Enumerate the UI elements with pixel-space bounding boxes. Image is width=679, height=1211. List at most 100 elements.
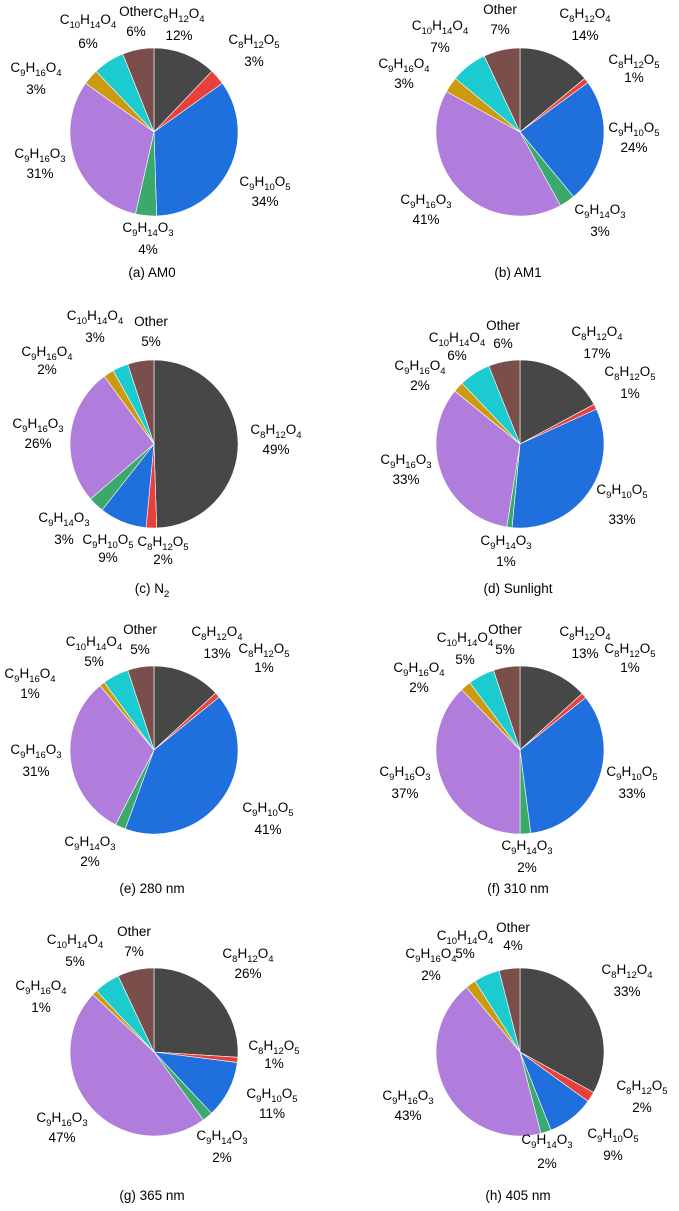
slice-percent-label: 5% — [84, 654, 104, 669]
slice-percent-label: 3% — [590, 224, 610, 239]
slice-percent-label: 1% — [20, 686, 40, 701]
pie-chart: C8H12O4 33% C8H12O5 2% C9H10O5 9% C9H14O3 2% C9H… — [382, 920, 667, 1203]
slice-percent-label: 2% — [410, 378, 430, 393]
slice-name-label: C10H14O4 — [60, 12, 116, 31]
slice-name-label: C9H14O3 — [122, 220, 173, 239]
slice-percent-label: 9% — [603, 1148, 623, 1163]
slice-name-label: Other — [134, 314, 168, 329]
slice-percent-label: 6% — [447, 348, 467, 363]
slice-percent-label: 17% — [583, 346, 610, 361]
slice-percent-label: 7% — [430, 40, 450, 55]
slice-percent-label: 41% — [412, 212, 439, 227]
pie-slice-c9h16o3 — [435, 689, 521, 835]
pie-slice-c9h16o3 — [435, 390, 521, 528]
slice-percent-label: 37% — [391, 786, 418, 801]
slice-name-label: C9H16O3 — [382, 1088, 433, 1107]
chart-caption: (g) 365 nm — [119, 1188, 184, 1203]
slice-name-label: C9H16O3 — [400, 192, 451, 211]
pie-slice-c8h12o4 — [153, 359, 239, 529]
slice-name-label: C9H10O5 — [82, 532, 133, 551]
slice-percent-label: 2% — [37, 362, 57, 377]
pie-chart: C8H12O426%C8H12O51%C9H10O511%C9H14O32%C9… — [15, 924, 299, 1203]
slice-name-label: C9H16O3 — [12, 416, 63, 435]
slice-percent-label: 3% — [85, 330, 105, 345]
pie-slice-other — [127, 665, 155, 751]
pie-slice-other — [498, 967, 521, 1053]
slice-name-label: C10H14O4 — [67, 308, 123, 327]
slice-percent-label: 34% — [251, 194, 278, 209]
slice-percent-label: 2% — [80, 854, 100, 869]
chart-caption: (h) 405 nm — [485, 1188, 550, 1203]
slice-name-label: C9H14O3 — [64, 834, 115, 853]
slice-percent-label: 24% — [620, 140, 647, 155]
chart-caption: (e) 280 nm — [119, 881, 184, 896]
slice-percent-label: 5% — [455, 652, 475, 667]
slice-percent-label: 2% — [409, 680, 429, 695]
slice-name-label: C9H14O3 — [574, 202, 625, 221]
slice-percent-label: 5% — [130, 642, 150, 657]
slice-name-label: C8H12O4 — [559, 6, 610, 25]
slice-percent-label: 2% — [153, 552, 173, 567]
slice-percent-label: 5% — [141, 334, 161, 349]
chart-caption: (f) 310 nm — [487, 881, 549, 896]
slice-name-label: C8H12O5 — [604, 641, 655, 660]
slice-name-label: C9H14O3 — [196, 1128, 247, 1147]
slice-name-label: C8H12O5 — [248, 1038, 299, 1057]
slice-name-label: C9H10O5 — [246, 1086, 297, 1105]
slice-name-label: Other — [488, 622, 522, 637]
slice-percent-label: 1% — [624, 70, 644, 85]
slice-name-label: C8H12O5 — [604, 364, 655, 383]
slice-percent-label: 33% — [618, 786, 645, 801]
slice-name-label: C9H16O3 — [14, 146, 65, 165]
slice-percent-label: 43% — [394, 1108, 421, 1123]
slice-name-label: C9H16O4 — [378, 56, 429, 75]
slice-percent-label: 7% — [124, 944, 144, 959]
slice-percent-label: 2% — [632, 1100, 652, 1115]
slice-percent-label: 49% — [262, 442, 289, 457]
slice-name-label: C8H12O5 — [137, 534, 188, 553]
chart-caption: (a) AM0 — [128, 265, 175, 280]
slice-percent-label: 26% — [234, 966, 261, 981]
slice-name-label: C9H16O4 — [4, 666, 55, 685]
slice-percent-label: 6% — [126, 24, 146, 39]
slice-percent-label: 9% — [98, 550, 118, 565]
slice-percent-label: 2% — [517, 860, 537, 875]
pie-slice-c8h12o4 — [519, 967, 605, 1093]
slice-name-label: C8H12O4 — [191, 624, 242, 643]
pie-slice-other — [117, 967, 155, 1053]
slice-name-label: C9H16O4 — [10, 60, 61, 79]
slice-name-label: C9H10O5 — [606, 764, 657, 783]
slice-percent-label: 5% — [455, 946, 475, 961]
pie-slice-c8h12o4 — [519, 47, 586, 133]
slice-percent-label: 2% — [421, 968, 441, 983]
slice-percent-label: 13% — [203, 646, 230, 661]
slice-name-label: C8H12O4 — [153, 6, 204, 25]
slice-percent-label: 6% — [78, 36, 98, 51]
slice-percent-label: 1% — [264, 1056, 284, 1071]
slice-percent-label: 1% — [496, 554, 516, 569]
pie-slice-c9h16o3 — [435, 986, 542, 1137]
slice-name-label: C9H10O5 — [587, 1126, 638, 1145]
slice-name-label: C9H14O3 — [38, 510, 89, 529]
slice-name-label: C9H14O3 — [501, 838, 552, 857]
slice-percent-label: 3% — [394, 76, 414, 91]
slice-percent-label: 4% — [503, 938, 523, 953]
slice-name-label: C9H16O3 — [10, 742, 61, 761]
slice-percent-label: 47% — [48, 1130, 75, 1145]
pie-slice-c9h16o3 — [69, 994, 204, 1137]
pie-slice-c9h10o5 — [519, 82, 605, 198]
pie-chart: C8H12O414%C8H12O51%C9H10O524%C9H14O33%C9… — [378, 2, 659, 280]
pie-slice-c8h12o4 — [153, 967, 239, 1058]
slice-name-label: Other — [119, 4, 153, 19]
pie-slice-c9h16o3 — [69, 82, 155, 215]
slice-name-label: C9H16O4 — [405, 946, 456, 965]
slice-percent-label: 3% — [54, 532, 74, 547]
slice-name-label: C8H12O5 — [608, 52, 659, 71]
slice-percent-label: 2% — [212, 1150, 232, 1165]
slice-percent-label: 33% — [392, 472, 419, 487]
slice-name-label: C9H16O4 — [394, 358, 445, 377]
